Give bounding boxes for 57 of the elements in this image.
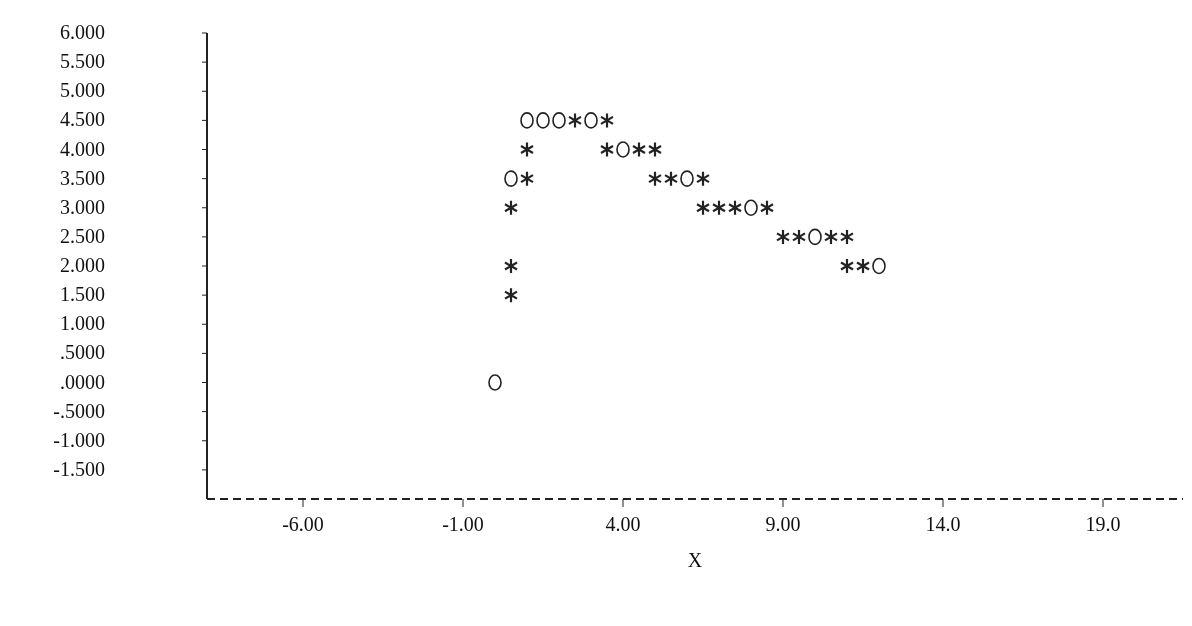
- y-tick-label: 6.000: [60, 21, 105, 43]
- y-tick-label: 2.500: [60, 224, 105, 247]
- x-tick-label: 9.00: [765, 513, 801, 536]
- x-tick-label: 14.0: [925, 513, 961, 536]
- point: [695, 199, 711, 216]
- y-tick-label: 3.000: [60, 195, 105, 218]
- point: [680, 170, 694, 187]
- point: [759, 199, 775, 216]
- y-tick-label: 4.500: [60, 108, 105, 131]
- y-tick-label: 1.000: [60, 312, 105, 335]
- y-tick-label: 5.000: [60, 79, 105, 102]
- point: [616, 141, 630, 158]
- point: [855, 257, 871, 275]
- point: [503, 287, 519, 304]
- point: [647, 170, 663, 187]
- point: [808, 228, 822, 246]
- y-tick-label: 5.500: [60, 50, 105, 73]
- x-tick-label: 4.00: [605, 513, 641, 536]
- point: [504, 170, 518, 187]
- point: [872, 257, 886, 275]
- y-tick-label: 3.500: [60, 166, 105, 189]
- point: [727, 199, 743, 216]
- point: [519, 170, 535, 187]
- point: [631, 141, 647, 158]
- point: [584, 112, 598, 129]
- point: [744, 199, 758, 217]
- point: [503, 199, 519, 216]
- y-tick-label: .0000: [60, 370, 105, 393]
- point: [599, 141, 615, 158]
- point: [599, 112, 615, 129]
- y-tick-label: -.5000: [53, 399, 105, 422]
- x-axis-title: X: [687, 549, 703, 571]
- point: [775, 228, 791, 245]
- point: [536, 112, 550, 129]
- y-tick-label: -1.000: [53, 428, 105, 451]
- y-tick-label: 2.000: [60, 254, 105, 276]
- y-tick-label: -1.500: [53, 457, 105, 480]
- point: [839, 257, 855, 275]
- y-tick-label: .5000: [60, 341, 105, 364]
- point: [552, 112, 566, 129]
- point: [503, 257, 519, 275]
- point: [647, 141, 663, 158]
- point: [663, 170, 679, 187]
- x-tick-label: 19.0: [1085, 513, 1121, 536]
- point: [567, 112, 583, 129]
- x-tick-label: -6.00: [282, 513, 324, 536]
- point: [823, 228, 839, 245]
- point: [839, 228, 855, 245]
- x-tick-label: -1.00: [442, 513, 484, 536]
- point: [519, 141, 535, 158]
- point: [520, 112, 534, 129]
- point: [791, 228, 807, 245]
- point: [711, 199, 727, 216]
- y-tick-label: 1.500: [60, 283, 105, 306]
- y-tick-label: 4.000: [60, 137, 105, 160]
- point: [695, 170, 711, 187]
- point: [488, 374, 502, 391]
